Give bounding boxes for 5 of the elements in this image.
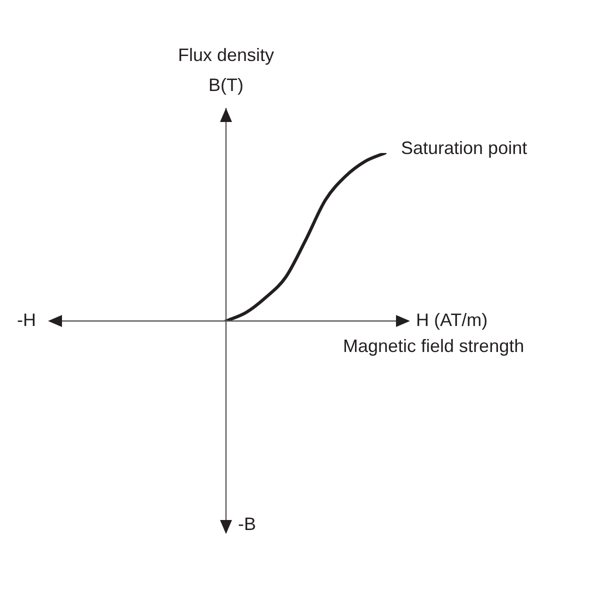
y-axis-title: Flux density B(T) — [178, 44, 274, 95]
x-axis-title: H (AT/m) Magnetic field strength — [343, 310, 524, 356]
text: Saturation point — [401, 138, 528, 158]
text: -H — [17, 310, 36, 330]
text: -B — [238, 514, 256, 534]
